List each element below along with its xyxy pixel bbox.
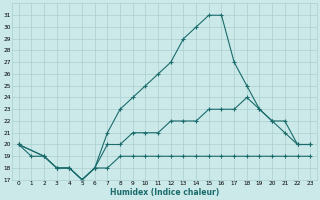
X-axis label: Humidex (Indice chaleur): Humidex (Indice chaleur) [110, 188, 219, 197]
